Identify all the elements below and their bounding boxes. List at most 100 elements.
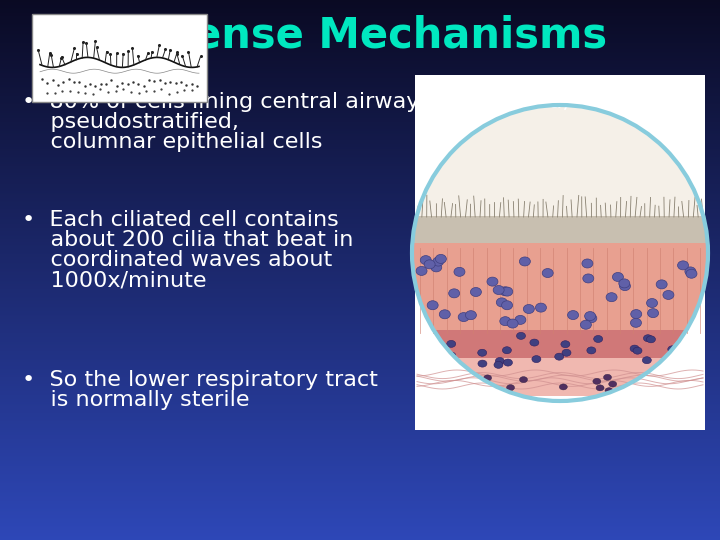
Ellipse shape bbox=[493, 286, 504, 294]
Ellipse shape bbox=[429, 377, 437, 383]
Ellipse shape bbox=[585, 312, 595, 321]
Ellipse shape bbox=[608, 381, 617, 387]
Ellipse shape bbox=[458, 313, 469, 322]
Ellipse shape bbox=[446, 340, 456, 347]
Ellipse shape bbox=[682, 353, 691, 360]
Ellipse shape bbox=[494, 361, 503, 368]
Ellipse shape bbox=[605, 388, 613, 394]
Ellipse shape bbox=[420, 255, 431, 265]
Ellipse shape bbox=[415, 347, 423, 354]
Ellipse shape bbox=[447, 352, 456, 359]
Ellipse shape bbox=[631, 318, 642, 327]
Ellipse shape bbox=[619, 281, 631, 291]
Text: 1000x/minute: 1000x/minute bbox=[22, 270, 207, 290]
Ellipse shape bbox=[502, 301, 513, 310]
Ellipse shape bbox=[532, 356, 541, 363]
Ellipse shape bbox=[507, 319, 518, 328]
Bar bbox=[412, 330, 708, 368]
Ellipse shape bbox=[567, 310, 579, 320]
Ellipse shape bbox=[424, 260, 435, 269]
Ellipse shape bbox=[502, 287, 513, 296]
Ellipse shape bbox=[647, 336, 655, 343]
Ellipse shape bbox=[427, 354, 436, 361]
Ellipse shape bbox=[667, 346, 677, 353]
Ellipse shape bbox=[593, 379, 601, 384]
Bar bbox=[415, 75, 705, 430]
Ellipse shape bbox=[678, 261, 688, 270]
Text: •  Each ciliated cell contains: • Each ciliated cell contains bbox=[22, 210, 338, 230]
Ellipse shape bbox=[470, 287, 482, 296]
Ellipse shape bbox=[516, 333, 526, 339]
Ellipse shape bbox=[439, 310, 450, 319]
Ellipse shape bbox=[596, 385, 604, 391]
Ellipse shape bbox=[436, 254, 446, 264]
Ellipse shape bbox=[421, 343, 431, 350]
Bar bbox=[32, 14, 207, 102]
Ellipse shape bbox=[503, 359, 513, 366]
Ellipse shape bbox=[606, 293, 617, 302]
Ellipse shape bbox=[507, 384, 515, 390]
Text: coordinated waves about: coordinated waves about bbox=[22, 250, 332, 270]
Ellipse shape bbox=[642, 357, 652, 364]
Ellipse shape bbox=[603, 374, 611, 380]
Bar bbox=[412, 95, 708, 233]
Ellipse shape bbox=[420, 359, 429, 366]
Ellipse shape bbox=[686, 269, 697, 278]
Ellipse shape bbox=[503, 347, 511, 354]
Ellipse shape bbox=[582, 259, 593, 268]
Ellipse shape bbox=[500, 316, 510, 326]
Ellipse shape bbox=[561, 341, 570, 348]
Ellipse shape bbox=[582, 274, 594, 283]
Ellipse shape bbox=[519, 257, 531, 266]
Text: Defense Mechanisms: Defense Mechanisms bbox=[112, 14, 608, 56]
Ellipse shape bbox=[536, 303, 546, 312]
Ellipse shape bbox=[633, 347, 642, 354]
Ellipse shape bbox=[630, 345, 639, 352]
Text: •  80% of cells lining central airways are ciliated,: • 80% of cells lining central airways ar… bbox=[22, 92, 570, 112]
Text: columnar epithelial cells: columnar epithelial cells bbox=[22, 132, 323, 152]
Bar bbox=[412, 358, 708, 396]
Ellipse shape bbox=[594, 335, 603, 342]
Ellipse shape bbox=[647, 309, 659, 318]
Ellipse shape bbox=[631, 309, 642, 319]
Ellipse shape bbox=[530, 339, 539, 346]
Ellipse shape bbox=[495, 357, 505, 364]
Ellipse shape bbox=[515, 315, 526, 325]
Ellipse shape bbox=[586, 314, 597, 323]
Ellipse shape bbox=[685, 267, 696, 276]
Ellipse shape bbox=[663, 291, 674, 300]
Text: •  So the lower respiratory tract: • So the lower respiratory tract bbox=[22, 370, 378, 390]
Ellipse shape bbox=[644, 335, 652, 342]
Ellipse shape bbox=[678, 338, 688, 345]
Ellipse shape bbox=[587, 347, 596, 354]
Ellipse shape bbox=[500, 287, 510, 296]
Ellipse shape bbox=[677, 386, 685, 392]
Ellipse shape bbox=[449, 289, 459, 298]
Bar bbox=[412, 243, 708, 333]
Ellipse shape bbox=[647, 299, 657, 307]
Ellipse shape bbox=[618, 279, 630, 288]
Text: about 200 cilia that beat in: about 200 cilia that beat in bbox=[22, 230, 354, 250]
Ellipse shape bbox=[433, 257, 444, 266]
Ellipse shape bbox=[562, 349, 571, 356]
Ellipse shape bbox=[542, 268, 553, 278]
Text: is normally sterile: is normally sterile bbox=[22, 390, 250, 410]
Ellipse shape bbox=[656, 280, 667, 289]
Ellipse shape bbox=[443, 373, 451, 379]
Ellipse shape bbox=[523, 305, 534, 314]
Ellipse shape bbox=[520, 376, 528, 383]
Ellipse shape bbox=[465, 310, 477, 320]
Ellipse shape bbox=[672, 355, 681, 362]
Ellipse shape bbox=[496, 298, 508, 307]
Ellipse shape bbox=[484, 375, 492, 381]
Ellipse shape bbox=[559, 384, 567, 390]
Ellipse shape bbox=[416, 266, 427, 275]
Ellipse shape bbox=[431, 263, 442, 272]
Text: pseudostratified,: pseudostratified, bbox=[22, 112, 239, 132]
Ellipse shape bbox=[580, 320, 591, 329]
Ellipse shape bbox=[477, 349, 487, 356]
Ellipse shape bbox=[478, 360, 487, 367]
Ellipse shape bbox=[688, 355, 697, 362]
Ellipse shape bbox=[487, 277, 498, 286]
Ellipse shape bbox=[454, 267, 465, 276]
